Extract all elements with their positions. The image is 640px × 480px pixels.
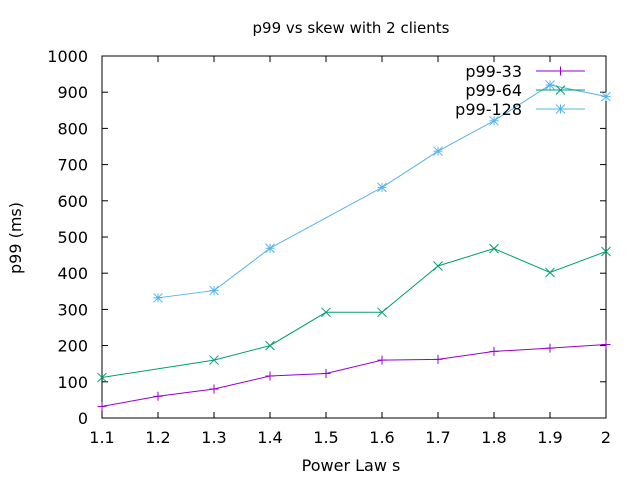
y-tick-label: 600 [57,192,88,211]
data-point [489,243,499,254]
x-tick-label: 1.4 [257,428,282,447]
legend-marker [556,66,565,76]
y-tick-label: 200 [57,337,88,356]
x-tick-label: 1.1 [89,428,114,447]
data-point [265,371,275,381]
series-p99-64 [97,243,611,383]
y-tick-label: 300 [57,300,88,319]
legend-entry: p99-33 [465,62,585,81]
data-point [321,307,331,318]
legend-label: p99-128 [455,100,522,119]
data-point [377,182,387,193]
data-point [153,391,163,401]
legend-entry: p99-128 [455,100,585,119]
x-tick-label: 2 [601,428,611,447]
data-point [209,355,219,365]
legend-label: p99-64 [465,81,522,100]
data-point [433,261,443,271]
data-point [601,91,611,102]
x-tick-label: 1.6 [369,428,394,447]
data-point [545,343,555,353]
series-line [101,344,607,407]
data-point [433,146,443,157]
y-tick-label: 1000 [47,47,88,66]
y-tick-label: 400 [57,264,88,283]
legend-entry: p99-64 [465,81,585,100]
data-point [377,307,387,318]
series-line [101,248,607,378]
x-tick-label: 1.8 [481,428,506,447]
data-point [377,355,387,365]
plot-area [101,55,607,419]
series-p99-128 [153,80,611,303]
data-point [489,115,499,126]
y-tick-label: 900 [57,83,88,102]
data-point [97,401,107,411]
y-tick-label: 500 [57,228,88,247]
axis-ticks: 1.1 1.2 1.3 1.4 1.5 1.6 1.7 1.8 1.9 2 0 100 200 300 40… [47,47,611,447]
x-axis-title: Power Law s [302,456,401,475]
data-point [601,246,611,257]
chart-title: p99 vs skew with 2 clients [253,19,450,37]
series-line [157,84,607,299]
x-tick-label: 1.7 [425,428,450,447]
data-point [153,292,163,303]
data-point [601,340,611,350]
x-tick-label: 1.5 [313,428,338,447]
y-tick-label: 700 [57,156,88,175]
x-tick-label: 1.2 [145,428,170,447]
x-tick-label: 1.9 [537,428,562,447]
x-tick-label: 1.3 [201,428,226,447]
data-point [209,285,219,296]
y-tick-label: 0 [78,409,88,428]
data-point [433,354,443,364]
data-point [545,80,555,90]
data-point [209,384,219,394]
data-point [265,243,275,254]
data-series [97,80,611,411]
data-point [265,340,275,351]
series-p99-33 [97,340,611,411]
data-point [321,368,331,378]
y-axis-title: p99 (ms) [6,202,25,274]
legend-label: p99-33 [465,62,522,81]
legend-marker [555,85,566,95]
data-point [489,346,499,356]
y-tick-label: 100 [57,373,88,392]
legend-marker [555,104,566,114]
data-point [545,267,555,278]
data-point [97,372,107,383]
y-tick-label: 800 [57,119,88,138]
plot-border [101,55,607,419]
